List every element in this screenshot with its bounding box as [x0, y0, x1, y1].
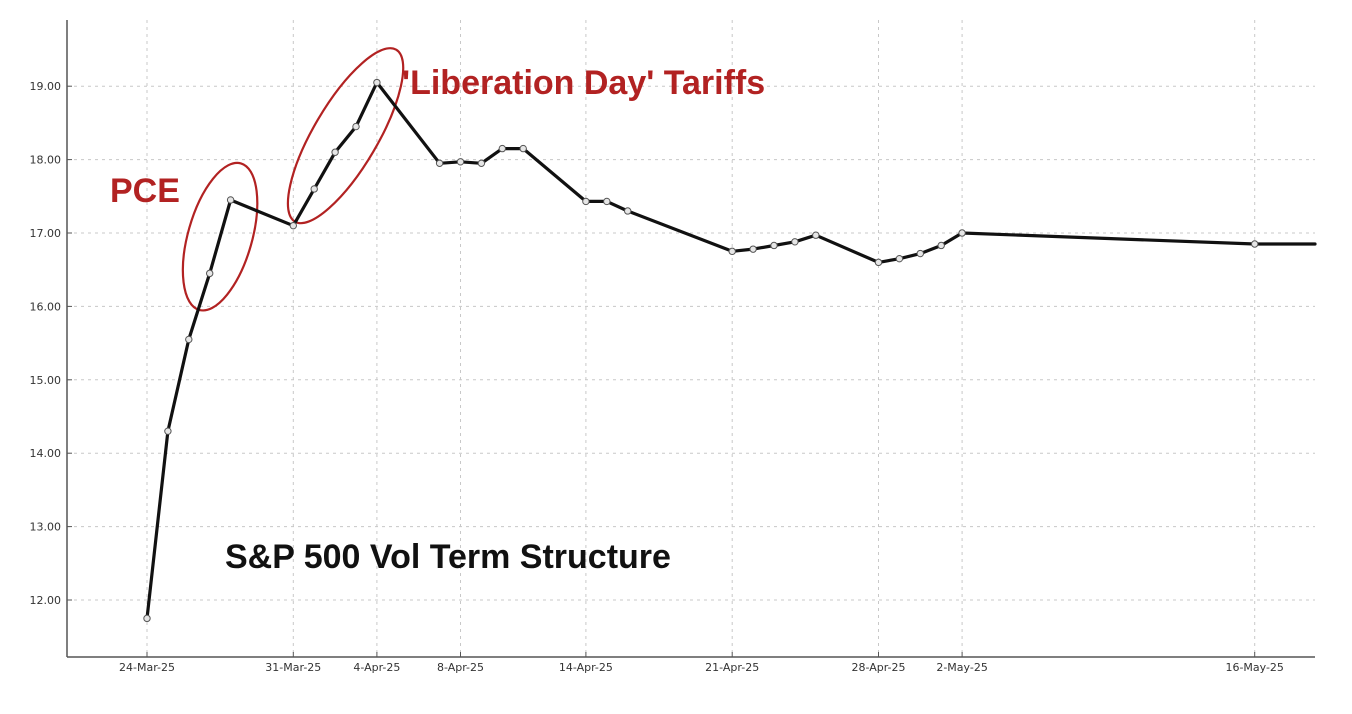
- data-point: [749, 245, 757, 253]
- data-point: [456, 158, 465, 166]
- data-point: [624, 207, 632, 215]
- axis-layer: [66, 20, 1315, 658]
- y-tick-label: 15.00: [30, 374, 62, 387]
- data-point: [331, 148, 339, 156]
- annotation-circle: [286, 47, 405, 225]
- data-point: [1251, 240, 1259, 248]
- data-point: [373, 78, 381, 87]
- data-point: [435, 159, 444, 167]
- y-tick-label: 14.00: [30, 447, 62, 460]
- data-point: [916, 249, 924, 258]
- data-point: [770, 241, 778, 250]
- annotation-label: PCE: [110, 172, 180, 210]
- x-tick-label: 21-Apr-25: [705, 661, 759, 674]
- data-point: [289, 221, 297, 230]
- y-tick-label: 12.00: [30, 594, 62, 607]
- text-layer: S&P 500 Vol Term Structure 12.00 13.00 14.…: [30, 64, 1284, 674]
- x-tick-label: 4-Apr-25: [353, 661, 400, 674]
- data-point: [164, 427, 172, 435]
- annotation-label: 'Liberation Day' Tariffs: [402, 64, 765, 102]
- data-point: [958, 229, 966, 237]
- data-point: [206, 269, 214, 278]
- data-point: [498, 144, 506, 153]
- data-point: [582, 197, 590, 206]
- point-layer: [143, 78, 1259, 623]
- annotation-shapes: [181, 47, 405, 312]
- x-tick-label: 14-Apr-25: [559, 661, 613, 674]
- data-point: [310, 185, 318, 193]
- x-tick-label: 31-Mar-25: [265, 661, 321, 674]
- y-tick-label: 13.00: [30, 521, 62, 534]
- data-point: [352, 122, 360, 131]
- chart-title: S&P 500 Vol Term Structure: [225, 538, 671, 576]
- y-tick-label: 17.00: [30, 227, 62, 240]
- data-point: [874, 258, 883, 267]
- y-tick-label: 18.00: [30, 154, 62, 167]
- data-point: [143, 614, 151, 623]
- x-tick-label: 8-Apr-25: [437, 661, 484, 674]
- data-point: [603, 197, 611, 206]
- data-point: [519, 144, 527, 153]
- grid-layer: [67, 20, 1315, 657]
- data-point: [791, 238, 799, 246]
- x-tick-label: 24-Mar-25: [119, 661, 175, 674]
- data-point: [812, 231, 820, 239]
- x-tick-label: 28-Apr-25: [851, 661, 905, 674]
- data-point: [895, 254, 904, 263]
- y-tick-label: 16.00: [30, 300, 62, 313]
- data-point: [226, 196, 235, 204]
- y-tick-label: 19.00: [30, 80, 62, 93]
- data-point: [477, 159, 486, 167]
- data-point: [937, 241, 945, 250]
- x-tick-label: 2-May-25: [936, 661, 987, 674]
- x-tick-label: 16-May-25: [1225, 661, 1283, 674]
- data-point: [728, 247, 736, 256]
- data-point: [185, 335, 193, 344]
